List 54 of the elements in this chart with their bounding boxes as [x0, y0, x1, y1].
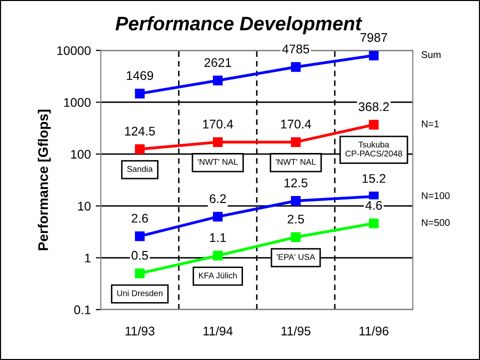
y-tick-label: 1000	[64, 98, 91, 107]
text: N=1	[422, 120, 439, 128]
point	[134, 268, 145, 278]
point	[212, 76, 223, 86]
data-label: 368.2	[358, 102, 389, 112]
data-label: 1469	[126, 71, 154, 80]
y-tick-label: 1	[85, 254, 90, 262]
point	[134, 231, 145, 242]
data-label: 2621	[204, 58, 232, 67]
x-tick-label: 11/93	[126, 326, 154, 336]
point	[290, 62, 301, 72]
y-tick-label: 0.1	[74, 305, 90, 314]
text: N=500	[422, 219, 450, 226]
chart-title: Performance Development	[116, 16, 362, 34]
point	[134, 144, 145, 154]
y-tick-label: 10	[78, 202, 91, 211]
point	[290, 232, 301, 242]
data-label: 170.4	[281, 120, 312, 128]
data-label: 12.5	[284, 178, 308, 188]
point	[290, 137, 301, 147]
point	[368, 218, 379, 228]
data-label: 4785	[282, 44, 310, 54]
y-axis-title: Performance [Gflops]	[38, 110, 51, 250]
y-tick-label: 10000	[57, 46, 91, 56]
annotation: 'EPA' USA	[276, 254, 316, 260]
data-label: 1.1	[210, 233, 226, 242]
y-tick-label: 100	[71, 150, 91, 159]
data-label: 7987	[360, 33, 388, 42]
data-label: 4.6	[365, 200, 382, 210]
annotation: Sandia	[127, 166, 153, 172]
point	[212, 212, 223, 222]
data-label: 6.2	[210, 194, 226, 204]
data-label: 170.4	[203, 120, 234, 128]
point	[134, 88, 145, 98]
x-tick-label: 11/96	[360, 326, 388, 336]
data-label: 0.5	[132, 250, 148, 260]
point	[368, 120, 379, 130]
point	[368, 50, 379, 60]
data-label: 2.6	[132, 214, 148, 223]
x-tick-label: 11/94	[204, 326, 233, 336]
point	[212, 250, 223, 260]
annotation: KFA Jülich	[199, 272, 237, 278]
text: N=100	[422, 192, 450, 200]
point	[212, 137, 223, 147]
annotation: Tsukuba CP-PACS/2048	[346, 141, 402, 156]
data-label: 15.2	[362, 174, 386, 183]
data-label: 124.5	[125, 126, 155, 136]
annotation: 'NWT' NAL	[198, 159, 238, 165]
annotation: 'NWT' NAL	[276, 159, 316, 165]
annotation: Uni Dresden	[117, 290, 162, 296]
point	[290, 196, 301, 206]
x-tick-label: 11/95	[282, 326, 310, 336]
data-label: 2.5	[288, 214, 304, 224]
text: Sum	[422, 51, 440, 58]
